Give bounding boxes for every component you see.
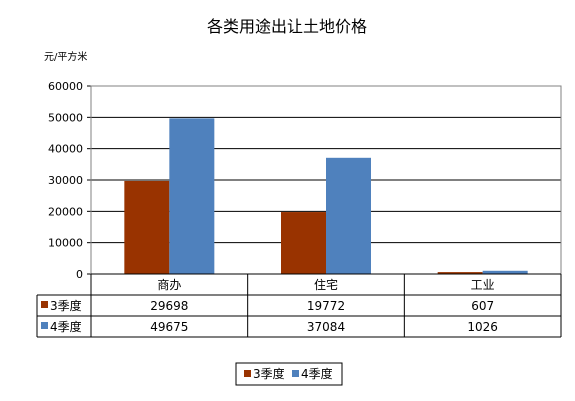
y-axis-unit-label: 元/平方米 bbox=[44, 50, 87, 63]
table-series-key-1 bbox=[41, 301, 48, 308]
category-label-2: 住宅 bbox=[314, 277, 338, 292]
category-label-1: 商办 bbox=[157, 277, 181, 292]
data-value-2-1: 49675 bbox=[150, 320, 188, 334]
legend-label-1: 3季度 bbox=[253, 366, 285, 381]
legend-box bbox=[235, 362, 343, 386]
bar-1-2 bbox=[281, 212, 326, 274]
bar-2-3 bbox=[482, 270, 528, 274]
y-tick-label: 60000 bbox=[48, 80, 83, 93]
legend-label-2: 4季度 bbox=[301, 366, 333, 381]
data-value-2-3: 1026 bbox=[467, 320, 498, 334]
chart-title: 各类用途出让土地价格 bbox=[207, 17, 367, 36]
table-series-name-1: 3季度 bbox=[50, 298, 82, 313]
data-value-1-2: 19772 bbox=[307, 299, 345, 313]
y-tick-label: 40000 bbox=[48, 143, 83, 156]
table-series-name-2: 4季度 bbox=[50, 319, 82, 334]
y-tick-label: 50000 bbox=[48, 111, 83, 124]
bar-2-2 bbox=[326, 157, 371, 274]
data-value-1-3: 607 bbox=[471, 299, 494, 313]
legend-swatch-1 bbox=[244, 370, 251, 377]
legend-swatch-2 bbox=[292, 370, 299, 377]
legend: 3季度 4季度 bbox=[235, 362, 343, 386]
y-axis: 0 10000 20000 30000 40000 50000 60000 bbox=[48, 80, 92, 281]
bar-2-1 bbox=[169, 118, 215, 274]
data-value-2-2: 37084 bbox=[307, 320, 345, 334]
bar-1-1 bbox=[124, 180, 170, 274]
y-tick-label: 30000 bbox=[48, 174, 83, 187]
category-label-3: 工业 bbox=[471, 278, 495, 292]
bars bbox=[124, 118, 528, 274]
data-value-1-1: 29698 bbox=[150, 299, 188, 313]
y-tick-label: 0 bbox=[76, 268, 83, 281]
y-tick-label: 20000 bbox=[48, 205, 83, 218]
y-tick-label: 10000 bbox=[48, 237, 83, 250]
data-table: 商办 住宅 工业 3季度 29698 19772 607 4季度 49675 37084 1026 bbox=[36, 273, 562, 338]
table-series-key-2 bbox=[41, 322, 48, 329]
bar-1-3 bbox=[437, 272, 483, 274]
